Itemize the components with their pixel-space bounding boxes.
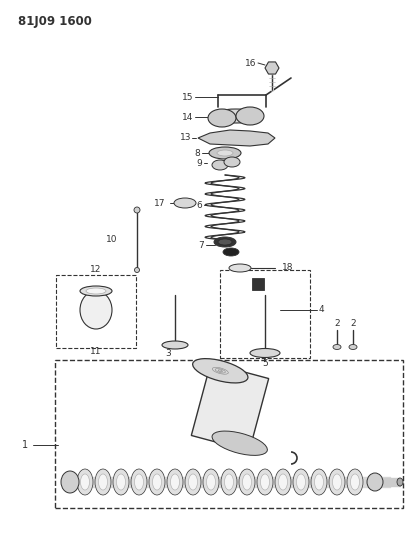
Ellipse shape xyxy=(206,474,216,490)
Bar xyxy=(252,278,264,290)
Ellipse shape xyxy=(351,474,359,490)
Ellipse shape xyxy=(229,264,251,272)
Ellipse shape xyxy=(275,469,291,495)
Ellipse shape xyxy=(208,109,236,127)
Ellipse shape xyxy=(225,474,233,490)
Text: 9: 9 xyxy=(196,158,202,167)
Ellipse shape xyxy=(297,474,306,490)
Ellipse shape xyxy=(250,349,280,358)
Text: 2: 2 xyxy=(334,319,340,327)
Ellipse shape xyxy=(134,207,140,213)
Ellipse shape xyxy=(212,431,267,455)
Text: 16: 16 xyxy=(244,59,256,68)
Ellipse shape xyxy=(188,474,197,490)
Ellipse shape xyxy=(333,344,341,350)
Text: 6: 6 xyxy=(196,200,202,209)
Ellipse shape xyxy=(61,471,79,493)
Ellipse shape xyxy=(293,469,309,495)
Ellipse shape xyxy=(98,474,107,490)
Ellipse shape xyxy=(242,474,252,490)
Text: 17: 17 xyxy=(154,198,165,207)
Polygon shape xyxy=(191,363,269,451)
Bar xyxy=(56,275,136,348)
Ellipse shape xyxy=(315,474,323,490)
Ellipse shape xyxy=(223,248,239,256)
Ellipse shape xyxy=(192,359,248,383)
Ellipse shape xyxy=(332,474,342,490)
Text: 5: 5 xyxy=(262,359,268,367)
Text: 18: 18 xyxy=(282,263,294,272)
Ellipse shape xyxy=(80,291,112,329)
Text: 15: 15 xyxy=(181,93,193,101)
Ellipse shape xyxy=(278,474,287,490)
Ellipse shape xyxy=(347,469,363,495)
Polygon shape xyxy=(265,62,279,74)
Text: 10: 10 xyxy=(105,236,117,245)
Ellipse shape xyxy=(162,341,188,349)
Text: 81J09 1600: 81J09 1600 xyxy=(18,15,92,28)
Ellipse shape xyxy=(329,469,345,495)
Ellipse shape xyxy=(221,469,237,495)
Ellipse shape xyxy=(113,469,129,495)
Ellipse shape xyxy=(185,469,201,495)
Ellipse shape xyxy=(95,469,111,495)
Ellipse shape xyxy=(224,157,240,167)
Bar xyxy=(55,360,403,508)
Text: 13: 13 xyxy=(180,133,191,142)
Ellipse shape xyxy=(239,469,255,495)
Ellipse shape xyxy=(171,474,180,490)
Ellipse shape xyxy=(236,107,264,125)
Ellipse shape xyxy=(203,469,219,495)
Ellipse shape xyxy=(80,286,112,296)
Ellipse shape xyxy=(214,237,236,247)
Ellipse shape xyxy=(397,478,403,486)
Text: 8: 8 xyxy=(194,149,200,157)
Ellipse shape xyxy=(349,344,357,350)
Ellipse shape xyxy=(149,469,165,495)
Text: 3: 3 xyxy=(165,349,171,358)
Ellipse shape xyxy=(311,469,327,495)
Ellipse shape xyxy=(167,469,183,495)
Ellipse shape xyxy=(218,239,232,245)
Ellipse shape xyxy=(367,473,383,491)
Text: 12: 12 xyxy=(90,265,102,274)
Text: 7: 7 xyxy=(198,240,204,249)
Text: 2: 2 xyxy=(350,319,356,327)
Ellipse shape xyxy=(77,469,93,495)
Ellipse shape xyxy=(261,474,270,490)
Bar xyxy=(220,270,310,358)
Ellipse shape xyxy=(116,474,126,490)
Ellipse shape xyxy=(209,147,241,159)
Polygon shape xyxy=(198,130,275,146)
Ellipse shape xyxy=(217,150,233,156)
Ellipse shape xyxy=(81,474,90,490)
Text: 11: 11 xyxy=(90,346,102,356)
Text: 4: 4 xyxy=(319,305,325,314)
Text: 14: 14 xyxy=(182,112,193,122)
Ellipse shape xyxy=(174,198,196,208)
Ellipse shape xyxy=(152,474,161,490)
Ellipse shape xyxy=(257,469,273,495)
Ellipse shape xyxy=(212,160,228,170)
Ellipse shape xyxy=(135,268,140,272)
Ellipse shape xyxy=(86,288,106,294)
Ellipse shape xyxy=(135,474,143,490)
Text: 1: 1 xyxy=(22,440,28,450)
Ellipse shape xyxy=(131,469,147,495)
Ellipse shape xyxy=(211,109,261,123)
